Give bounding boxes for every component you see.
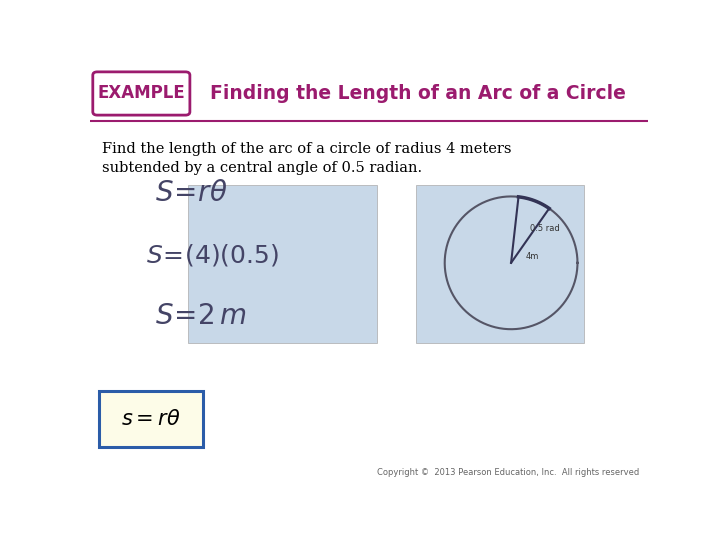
FancyBboxPatch shape bbox=[416, 185, 584, 343]
FancyBboxPatch shape bbox=[93, 72, 190, 115]
Text: $s = r\theta$: $s = r\theta$ bbox=[122, 409, 181, 429]
Text: EXAMPLE: EXAMPLE bbox=[97, 84, 185, 103]
FancyBboxPatch shape bbox=[188, 185, 377, 343]
Text: Find the length of the arc of a circle of radius 4 meters: Find the length of the arc of a circle o… bbox=[102, 141, 512, 156]
Text: 0.5 rad: 0.5 rad bbox=[530, 224, 559, 233]
FancyBboxPatch shape bbox=[90, 65, 648, 121]
Text: subtended by a central angle of 0.5 radian.: subtended by a central angle of 0.5 radi… bbox=[102, 161, 423, 176]
Text: 4m: 4m bbox=[526, 252, 539, 261]
Text: $S\!=\!(4)(0.5)$: $S\!=\!(4)(0.5)$ bbox=[145, 242, 279, 268]
Text: Finding the Length of an Arc of a Circle: Finding the Length of an Arc of a Circle bbox=[210, 84, 626, 103]
Text: Copyright ©  2013 Pearson Education, Inc.  All rights reserved: Copyright © 2013 Pearson Education, Inc.… bbox=[377, 468, 639, 477]
Text: $S\!=\!2\,m$: $S\!=\!2\,m$ bbox=[156, 303, 248, 330]
FancyBboxPatch shape bbox=[99, 391, 203, 447]
Text: $S\!=\!r\theta$: $S\!=\!r\theta$ bbox=[156, 180, 228, 207]
